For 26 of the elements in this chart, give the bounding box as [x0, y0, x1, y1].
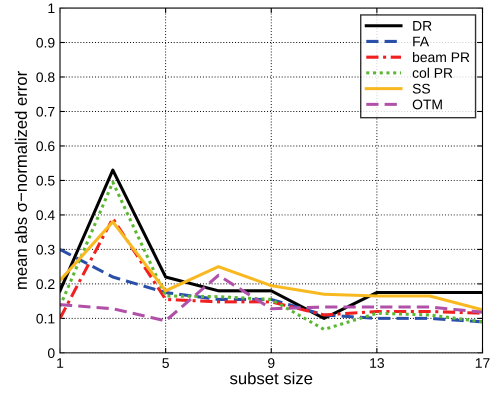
x-tick-label: 1 — [57, 358, 64, 368]
y-tick-label: 0.7 — [36, 106, 54, 117]
x-tick-label: 9 — [268, 358, 274, 368]
y-tick-label: 0.6 — [36, 141, 55, 152]
legend-label: OTM — [412, 100, 442, 110]
legend-label: FA — [413, 36, 430, 46]
y-tick-label: 0.1 — [36, 314, 54, 324]
y-tick-label: 0.2 — [36, 279, 54, 290]
x-tick-label: 17 — [476, 358, 490, 368]
legend-label: DR — [413, 21, 432, 31]
x-tick-label: 5 — [162, 358, 169, 368]
y-tick-label: 0.4 — [36, 210, 55, 220]
y-tick-label: 1 — [48, 3, 54, 14]
x-axis-title: subset size — [230, 372, 312, 384]
y-axis-title: mean abs σ−normalized error — [14, 71, 27, 289]
line-series — [60, 274, 482, 322]
y-tick-label: 0.3 — [36, 244, 55, 255]
y-tick-label: 0.5 — [36, 176, 55, 186]
y-tick-label: 0 — [48, 348, 55, 358]
legend-label: SS — [412, 84, 430, 94]
line-series — [60, 248, 482, 324]
y-tick-label: 0.9 — [36, 38, 54, 48]
y-tick-label: 0.8 — [36, 72, 55, 82]
legend-label: col PR — [412, 68, 452, 78]
x-tick-label: 13 — [370, 358, 384, 368]
legend-label: beam PR — [413, 52, 470, 62]
